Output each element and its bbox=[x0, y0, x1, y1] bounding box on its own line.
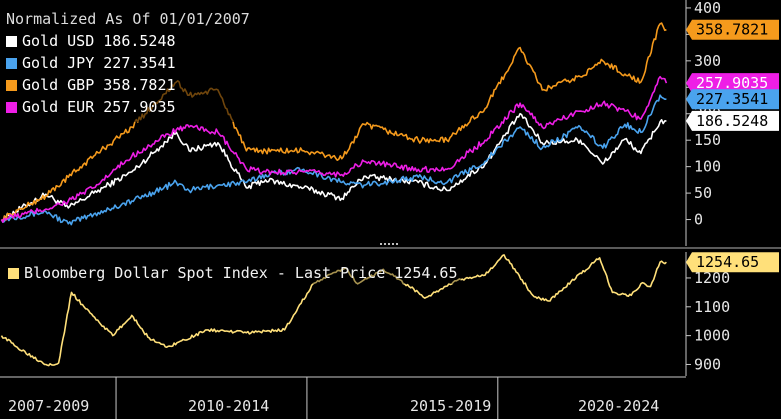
value-tag-label: 186.5248 bbox=[696, 112, 768, 130]
legend-swatch bbox=[6, 35, 17, 47]
y-tick-label: 1200 bbox=[694, 269, 730, 287]
value-tag-label: 227.3541 bbox=[696, 90, 768, 108]
legend-swatch bbox=[6, 79, 17, 91]
series-line-gold-eur bbox=[0, 75, 668, 223]
x-axis-label-2020-2024: 2020-2024 bbox=[578, 397, 660, 415]
value-tag: 358.7821 bbox=[686, 19, 779, 40]
value-tag: 257.9035 bbox=[686, 73, 779, 94]
value-tag-label: 257.9035 bbox=[696, 74, 768, 92]
series-line-gold-jpy bbox=[0, 94, 667, 226]
legend-label: Gold GBP 358.7821 bbox=[22, 76, 176, 94]
series-line-bloomberg-dollar-spot-index-last-price bbox=[0, 254, 667, 367]
x-axis-label-2015-2019: 2015-2019 bbox=[410, 397, 492, 415]
y-tick-label: 150 bbox=[694, 131, 721, 149]
legend-item-gold-jpy: Gold JPY 227.3541 bbox=[6, 52, 250, 74]
value-tag-box bbox=[686, 252, 779, 273]
top-panel-title: Normalized As Of 01/01/2007 bbox=[6, 10, 250, 28]
series-line-gold-gbp bbox=[0, 22, 667, 223]
series-line-gold-usd bbox=[0, 112, 667, 223]
y-tick-label: 0 bbox=[694, 211, 703, 229]
value-tag-box bbox=[686, 89, 779, 110]
y-tick-label: 1100 bbox=[694, 298, 730, 316]
legend-swatch bbox=[6, 101, 17, 113]
y-tick-label: 400 bbox=[694, 0, 721, 17]
value-tag: 186.5248 bbox=[686, 110, 779, 131]
y-tick-label: 300 bbox=[694, 52, 721, 70]
y-tick-label: 900 bbox=[694, 355, 721, 373]
legend-label: Gold USD 186.5248 bbox=[22, 32, 176, 50]
value-tag-label: 1254.65 bbox=[696, 253, 759, 271]
legend-label: Bloomberg Dollar Spot Index - Last Price… bbox=[24, 264, 458, 282]
value-tag: 227.3541 bbox=[686, 89, 779, 110]
x-axis-label-2007-2009: 2007-2009 bbox=[8, 397, 90, 415]
legend-item-gold-eur: Gold EUR 257.9035 bbox=[6, 96, 250, 118]
value-tag: 1254.65 bbox=[686, 252, 779, 273]
legend-item-gold-gbp: Gold GBP 358.7821 bbox=[6, 74, 250, 96]
y-tick-label: 1000 bbox=[694, 327, 730, 345]
bottom-panel-legend: Bloomberg Dollar Spot Index - Last Price… bbox=[4, 262, 462, 284]
legend-swatch bbox=[8, 267, 19, 279]
x-axis-label-2010-2014: 2010-2014 bbox=[188, 397, 270, 415]
top-panel-legend: Normalized As Of 01/01/2007 Gold USD 186… bbox=[2, 6, 256, 122]
value-tag-box bbox=[686, 19, 779, 40]
legend-item-gold-usd: Gold USD 186.5248 bbox=[6, 30, 250, 52]
legend-label: Gold JPY 227.3541 bbox=[22, 54, 176, 72]
y-tick-label: 50 bbox=[694, 184, 712, 202]
value-tag-label: 358.7821 bbox=[696, 21, 768, 39]
legend-swatch bbox=[6, 57, 17, 69]
value-tag-box bbox=[686, 110, 779, 131]
value-tag-box bbox=[686, 73, 779, 94]
y-tick-label: 100 bbox=[694, 158, 721, 176]
legend-label: Gold EUR 257.9035 bbox=[22, 98, 176, 116]
